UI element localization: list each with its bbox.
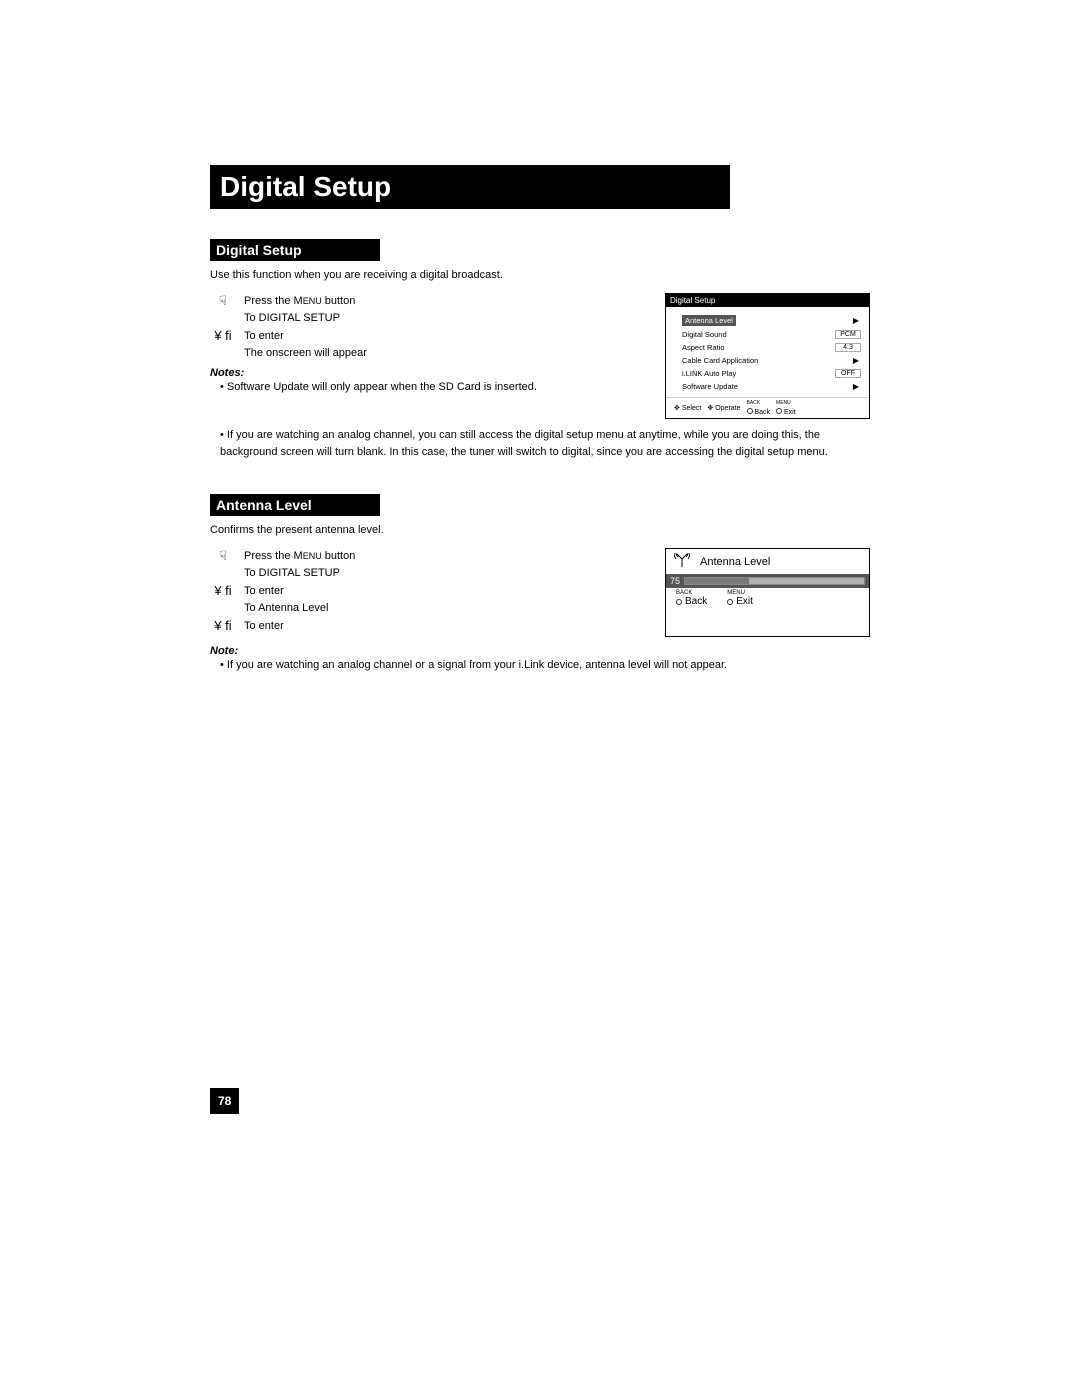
section2-row: ☟ Press the MENU button To DIGITAL SETUP… [210,548,870,637]
antenna-exit: Exit [736,596,753,607]
step2-to-antenna: To Antenna Level [244,600,328,617]
opt-icon3: ¥ ﬁ [210,618,236,633]
step-to-enter: To enter [244,328,367,345]
opt-icon: ¥ ﬁ [210,328,236,343]
section1-intro: Use this function when you are receiving… [210,269,870,281]
section2-note1: • If you are watching an analog channel … [210,657,870,674]
page-content: Digital Setup Digital Setup Use this fun… [210,165,870,677]
step2-to-enter1: To enter [244,583,328,600]
section1-note2: • If you are watching an analog channel,… [210,427,870,460]
section1-steps: ☟ Press the MENU button To DIGITAL SETUP… [210,293,653,419]
step2-press-menu: Press the MENU button [244,548,355,565]
osd-title: Digital Setup [666,294,869,307]
section-header-digital: Digital Setup [210,239,380,261]
osd-row-antenna: Antenna Level ▶ [682,313,861,328]
hand-icon2: ☟ [210,548,236,564]
osd-row-ilink: i.LINK Auto Play OFF [682,367,861,380]
joy-icon2: ✥ [707,404,713,412]
hand-icon: ☟ [210,293,236,309]
osd-row-aspect: Aspect Ratio 4:3 [682,341,861,354]
step-onscreen: The onscreen will appear [244,345,367,362]
section2-steps: ☟ Press the MENU button To DIGITAL SETUP… [210,548,653,637]
notes-label-1: Notes: [210,367,653,379]
step-press-menu: Press the MENU button [244,293,355,310]
section2-intro: Confirms the present antenna level. [210,524,870,536]
level-bar [684,577,865,585]
section1-note1: • Software Update will only appear when … [210,379,653,396]
page-number: 78 [210,1088,239,1114]
osd-menu: Digital Setup Antenna Level ▶ Digital So… [665,293,870,419]
osd-footer: ✥ Select ✥ Operate BACK Back MENU Exit [666,397,869,418]
antenna-display: Antenna Level 75 BACK Back MENU Exit [665,548,870,637]
joy-icon: ✥ [674,404,680,412]
step2-to-digital: To DIGITAL SETUP [244,565,355,582]
page-title: Digital Setup [210,165,730,209]
antenna-value: 75 [670,576,680,586]
section1-row: ☟ Press the MENU button To DIGITAL SETUP… [210,293,870,419]
step2-to-enter2: To enter [244,618,284,635]
section-header-antenna: Antenna Level [210,494,380,516]
note-label-2: Note: [210,645,870,657]
antenna-icon [674,553,690,570]
antenna-back: Back [685,596,707,607]
osd-row-sound: Digital Sound PCM [682,328,861,341]
opt-icon2: ¥ ﬁ [210,583,236,598]
osd-row-software: Software Update ▶ [682,380,861,393]
antenna-title: Antenna Level [700,556,770,568]
osd-row-cable: Cable Card Application ▶ [682,354,861,367]
step-to-digital: To DIGITAL SETUP [244,310,355,327]
